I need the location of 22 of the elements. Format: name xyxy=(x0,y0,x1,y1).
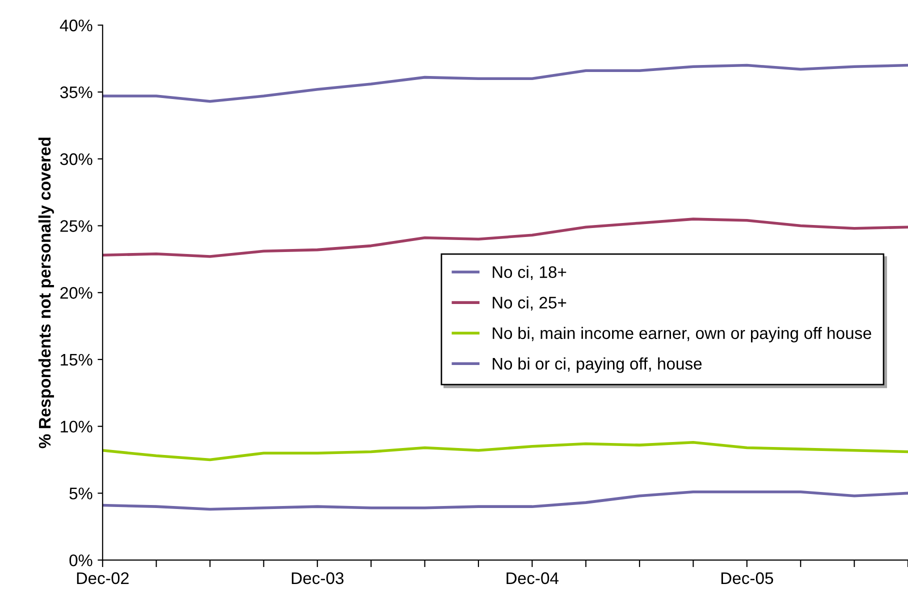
y-tick-label: 40% xyxy=(60,20,92,32)
x-tick-label: Dec-02 xyxy=(77,572,129,584)
y-tick-label: 10% xyxy=(60,420,92,433)
y-tick-label: 0% xyxy=(69,554,92,566)
y-tick-label: 25% xyxy=(60,220,92,232)
x-tick-label: Dec-04 xyxy=(506,572,559,584)
y-axis-title: % Respondents not personally covered xyxy=(38,138,54,448)
legend-label: No ci, 18+ xyxy=(492,266,566,280)
y-tick-label: 15% xyxy=(60,354,92,366)
y-tick-label: 30% xyxy=(60,153,92,166)
y-tick-label: 5% xyxy=(69,488,92,500)
y-tick-label: 35% xyxy=(60,86,92,98)
legend-label: No bi, main income earner, own or paying off house xyxy=(492,326,872,342)
x-tick-label: Dec-05 xyxy=(721,572,774,584)
legend-label: No bi or ci, paying off, house xyxy=(492,357,702,373)
line-series xyxy=(102,218,908,258)
line-series xyxy=(102,490,908,511)
y-tick-label: 20% xyxy=(60,287,92,299)
line-series xyxy=(102,440,908,462)
x-tick-label: Dec-03 xyxy=(292,572,344,584)
line-series xyxy=(102,64,908,103)
legend-label: No ci, 25+ xyxy=(492,296,566,311)
